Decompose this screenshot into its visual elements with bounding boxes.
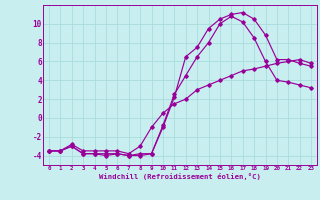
X-axis label: Windchill (Refroidissement éolien,°C): Windchill (Refroidissement éolien,°C)	[99, 173, 261, 180]
